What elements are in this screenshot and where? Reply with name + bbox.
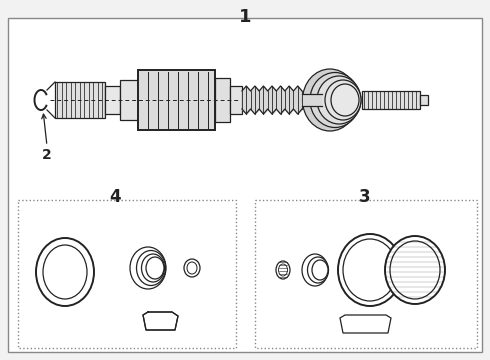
Text: 4: 4 <box>109 188 121 206</box>
Ellipse shape <box>331 84 359 116</box>
Bar <box>230 86 242 114</box>
Text: 3: 3 <box>359 188 371 206</box>
Text: 2: 2 <box>42 148 52 162</box>
Bar <box>420 95 428 105</box>
Ellipse shape <box>385 236 445 304</box>
Ellipse shape <box>276 261 290 279</box>
Bar <box>215 78 230 122</box>
Ellipse shape <box>184 259 200 277</box>
Ellipse shape <box>302 69 358 131</box>
Ellipse shape <box>146 257 164 279</box>
Ellipse shape <box>308 257 328 283</box>
Ellipse shape <box>317 76 361 124</box>
Polygon shape <box>340 315 391 333</box>
Ellipse shape <box>343 239 397 301</box>
Bar <box>55 82 105 118</box>
Text: 1: 1 <box>239 8 251 26</box>
Bar <box>138 70 215 130</box>
Ellipse shape <box>187 262 197 274</box>
Ellipse shape <box>310 72 360 127</box>
Ellipse shape <box>142 254 165 282</box>
Bar <box>120 80 138 120</box>
Ellipse shape <box>130 247 166 289</box>
Bar <box>105 86 120 114</box>
Ellipse shape <box>338 234 402 306</box>
Polygon shape <box>143 312 178 330</box>
Bar <box>55 82 105 118</box>
Bar <box>302 94 322 106</box>
Bar <box>255 200 477 348</box>
Ellipse shape <box>36 238 94 306</box>
Ellipse shape <box>278 264 288 276</box>
Ellipse shape <box>137 251 166 285</box>
Bar <box>362 91 420 109</box>
Ellipse shape <box>390 241 440 299</box>
Ellipse shape <box>302 254 328 286</box>
Bar <box>362 91 420 109</box>
Ellipse shape <box>325 80 361 120</box>
Ellipse shape <box>43 245 87 299</box>
Bar <box>18 200 236 348</box>
Ellipse shape <box>312 260 328 280</box>
